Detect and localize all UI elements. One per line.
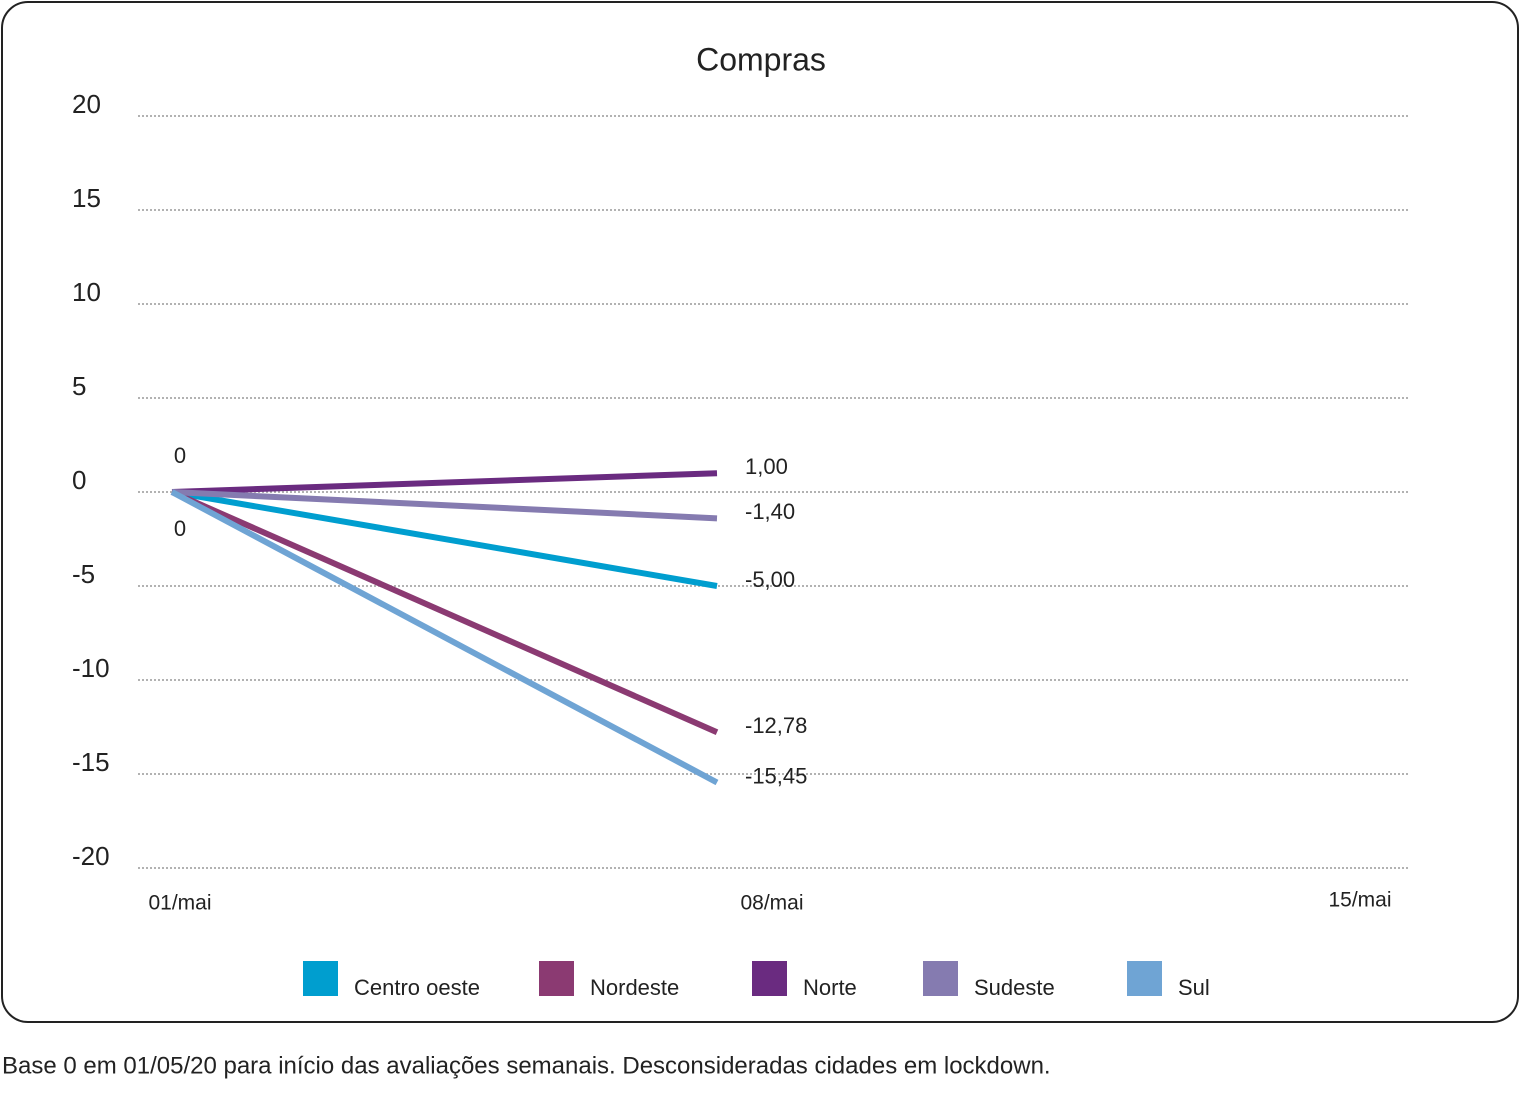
legend-label: Centro oeste — [354, 975, 480, 1000]
data-label: -5,00 — [745, 567, 795, 592]
series-line — [170, 489, 719, 786]
legend-label: Norte — [803, 975, 857, 1000]
y-tick-label: 0 — [72, 465, 86, 495]
series-line — [171, 489, 718, 522]
y-tick-label: 20 — [72, 89, 101, 119]
series-line — [171, 470, 718, 495]
legend-label: Sudeste — [974, 975, 1055, 1000]
x-tick-label: 08/mai — [740, 892, 803, 915]
y-tick-label: -15 — [72, 747, 110, 777]
data-label: 0 — [174, 443, 186, 468]
data-label: 0 — [174, 516, 186, 541]
y-tick-label: -5 — [72, 559, 95, 589]
y-tick-label: 10 — [72, 277, 101, 307]
chart-title: Compras — [696, 41, 826, 77]
data-label: -1,40 — [745, 499, 795, 524]
data-label: -15,45 — [745, 763, 807, 788]
legend-swatch — [923, 961, 958, 996]
legend-swatch — [539, 961, 574, 996]
footnote: Base 0 em 01/05/20 para início das avali… — [2, 1052, 1051, 1079]
y-tick-label: -10 — [72, 653, 110, 683]
y-tick-label: 15 — [72, 183, 101, 213]
y-tick-label: -20 — [72, 841, 110, 871]
chart-frame — [1, 1, 1519, 1023]
series-line — [170, 489, 719, 736]
data-label: -12,78 — [745, 713, 807, 738]
legend-label: Sul — [1178, 975, 1210, 1000]
legend-swatch — [1127, 961, 1162, 996]
x-tick-label: 15/mai — [1328, 889, 1391, 912]
legend-swatch — [303, 961, 338, 996]
legend-swatch — [752, 961, 787, 996]
x-tick-label: 01/mai — [148, 892, 211, 915]
series-line — [171, 489, 718, 589]
data-label: 1,00 — [745, 454, 788, 479]
legend-label: Nordeste — [590, 975, 679, 1000]
y-tick-label: 5 — [72, 371, 86, 401]
